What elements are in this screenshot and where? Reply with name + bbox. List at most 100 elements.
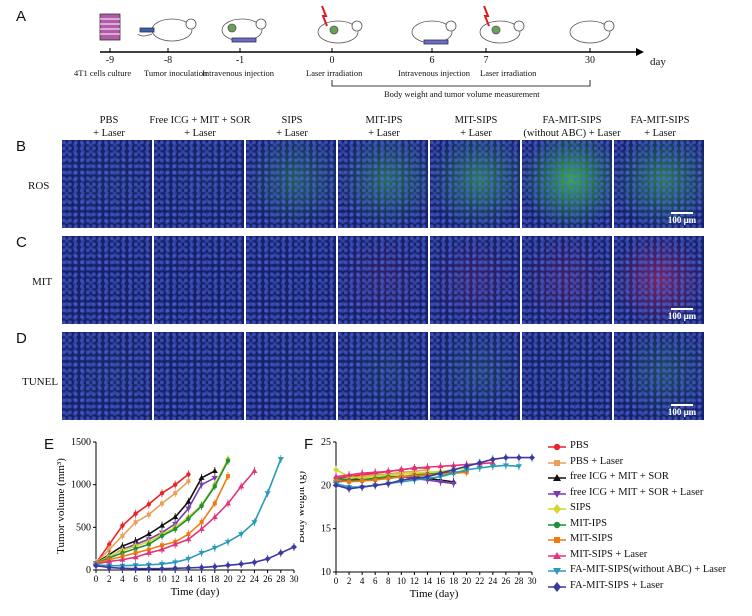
data-point [159,533,165,539]
legend-marker [548,443,566,451]
data-point [291,543,297,550]
data-point [238,532,245,538]
data-point [398,477,405,484]
x-tick-label: 10 [397,576,407,586]
data-point [160,501,164,506]
mouse-icon-5 [479,20,525,44]
data-point [385,468,392,474]
data-point [145,549,152,555]
data-point [106,564,113,571]
data-point [173,482,178,487]
data-point [132,554,139,560]
x-tick-label: 16 [197,574,207,584]
data-point [502,463,509,469]
data-point [476,459,483,466]
x-tick-label: 4 [360,576,365,586]
data-point [437,479,444,485]
row-label-tunel: TUNEL [22,376,59,388]
microscopy-image [246,236,336,324]
timeline-day: 6 [429,55,435,66]
timeline-day: 30 [585,55,595,66]
mouse-icon-4 [411,20,457,45]
timeline-day: 0 [329,55,335,66]
data-point [437,463,444,469]
data-point [424,473,431,480]
data-point [159,546,165,552]
data-point [133,546,138,551]
x-tick-label: 2 [107,574,112,584]
data-point [146,542,151,547]
data-point [225,562,231,569]
x-tick-label: 0 [334,576,339,586]
group-label: MIT-SIPS + Laser [454,115,498,139]
data-point [185,506,192,512]
microscopy-image [430,236,520,324]
x-tick-label: 4 [120,574,125,584]
legend-label: free ICG + MIT + SOR + Laser [570,486,704,498]
x-tick-label: 8 [386,576,391,586]
timeline-day: -1 [235,55,245,66]
x-tick-label: 28 [514,576,524,586]
data-point [173,491,178,496]
data-point [133,511,138,516]
data-point [238,483,245,489]
data-point [225,539,231,545]
data-point [160,543,164,548]
legend-marker [548,490,566,498]
timeline-desc: Laser irradiation [480,68,537,78]
mouse-icon-1 [137,18,197,42]
timeline-bracket-label: Body weight and tumor volume measurement [384,89,540,99]
data-point [211,514,218,520]
panel-b-letter: B [16,138,27,155]
data-point [107,542,112,547]
legend-label: MIT-SIPS [570,533,613,544]
laser-icon-2 [483,5,490,27]
data-point [185,556,192,562]
data-point [120,523,125,528]
data-point [385,480,392,487]
legend-marker [548,474,566,481]
data-point [515,464,522,470]
x-tick-label: 12 [410,576,419,586]
y-tick-label: 10 [321,567,331,578]
data-point [146,512,151,517]
microscopy-image [62,236,152,324]
data-point [346,485,353,492]
legend-label: FA-MIT-SIPS(without ABC) + Laser [570,564,727,575]
y-axis-label: Body weight (g) [300,471,307,543]
data-point [198,474,205,480]
panel-e-letter: E [44,436,55,453]
data-point [264,491,271,497]
series-line [95,477,216,564]
data-point [529,454,535,461]
data-point [277,457,284,463]
legend-marker [548,504,566,514]
data-point [411,465,418,470]
data-point [515,454,522,461]
data-point [172,541,179,547]
data-point [185,498,192,504]
data-point [198,550,205,556]
microscopy-image [154,332,244,420]
legend-marker [548,521,566,528]
data-point [346,471,353,477]
microscopy-image [430,332,520,420]
x-tick-label: 30 [528,576,538,586]
timeline-day: -9 [105,55,115,66]
group-label: FA-MIT-SIPS (without ABC) + Laser [523,115,621,139]
data-point [159,562,165,568]
data-point [173,526,178,532]
group-label: FA-MIT-SIPS + Laser [630,115,690,139]
panel-d-letter: D [16,330,27,347]
y-tick-label: 1500 [71,437,91,448]
mouse-icon-2 [221,18,267,43]
tumor-volume-chart: 0 2 4 6 8 10 12 14 16 18 20 22 24 26 28 30050010001500T… [55,437,299,598]
x-tick-label: 6 [133,574,138,584]
data-point [264,555,271,562]
data-point [238,561,245,568]
legend-label: MIT-SIPS + Laser [570,548,648,560]
data-point [437,470,444,477]
timeline-axis [99,5,644,87]
series-line [95,470,216,564]
data-point [119,556,126,562]
